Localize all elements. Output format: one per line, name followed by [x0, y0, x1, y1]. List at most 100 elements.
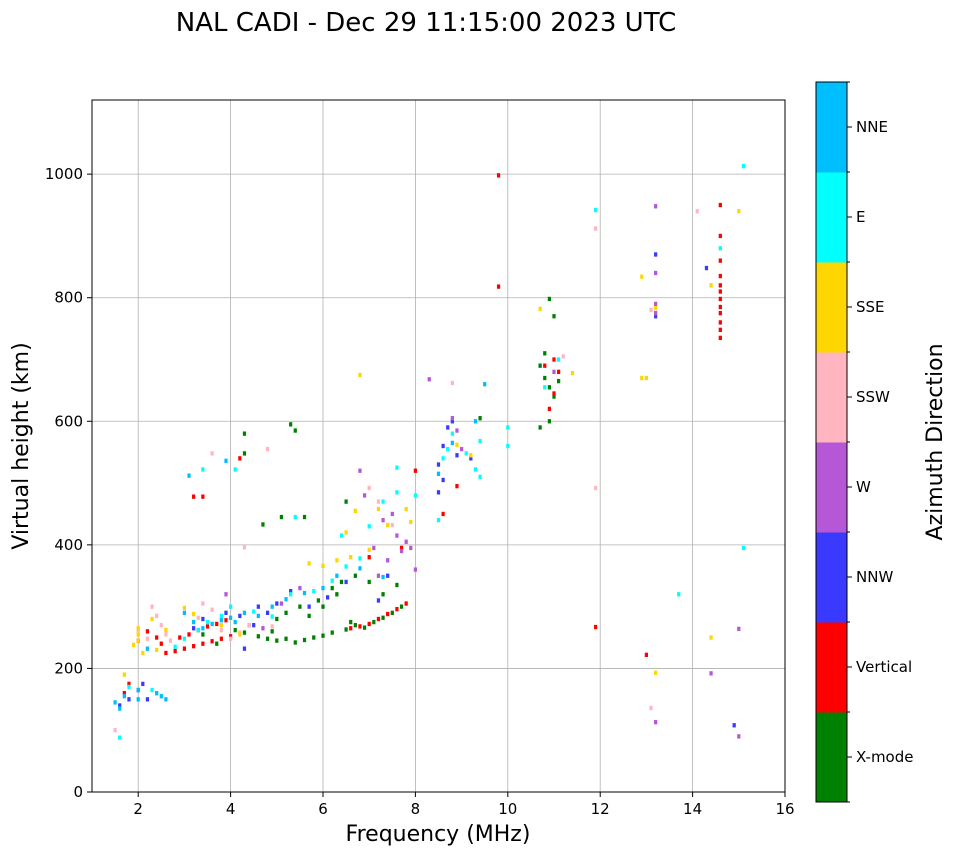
data-point-sse — [409, 519, 413, 525]
data-point-sse — [538, 306, 542, 311]
data-point-e — [330, 578, 334, 583]
data-point-w — [459, 446, 464, 452]
data-point-x-mode — [284, 636, 288, 641]
data-point-ssw — [247, 623, 251, 628]
data-point-x-mode — [381, 592, 385, 597]
data-point-ssw — [164, 632, 168, 637]
data-point-w — [654, 204, 658, 209]
colorbar-segment — [816, 442, 847, 533]
data-point-e — [201, 467, 205, 472]
data-point-w — [224, 592, 228, 597]
data-point-sse — [182, 605, 187, 611]
data-point-ssw — [145, 636, 150, 641]
data-point-nnw — [201, 616, 205, 622]
colorbar-label: Azimuth Direction — [923, 343, 948, 540]
data-point-nnw — [446, 425, 450, 430]
data-point-e — [506, 425, 510, 430]
data-point-sse — [141, 650, 145, 656]
data-point-vertical — [122, 690, 126, 696]
data-point-vertical — [182, 646, 187, 651]
data-point-vertical — [395, 606, 399, 612]
data-point-vertical — [187, 632, 191, 637]
data-point-w — [404, 539, 408, 544]
data-point-ssw — [219, 627, 223, 633]
data-point-x-mode — [312, 635, 316, 640]
data-point-x-mode — [395, 582, 399, 588]
data-point-x-mode — [344, 627, 348, 632]
data-point-nne — [136, 687, 140, 693]
y-axis-label: Virtual height (km) — [9, 342, 34, 549]
data-point-nne — [159, 694, 163, 699]
data-point-vertical — [718, 320, 722, 325]
data-point-e — [506, 443, 510, 449]
data-point-ssw — [390, 522, 394, 528]
data-point-nne — [228, 615, 233, 620]
data-point-nne — [381, 574, 385, 580]
data-point-nnw — [436, 462, 441, 467]
data-point-e — [395, 465, 399, 470]
data-point-w — [358, 468, 362, 473]
data-point-nnw — [704, 265, 709, 271]
data-point-vertical — [718, 258, 722, 263]
data-point-vertical — [593, 624, 598, 630]
y-tick-label: 1000 — [45, 165, 83, 183]
data-point-nne — [473, 419, 478, 424]
data-point-e — [413, 493, 418, 498]
data-point-nne — [164, 697, 168, 702]
data-points — [113, 163, 746, 740]
data-point-vertical — [159, 641, 163, 646]
data-point-vertical — [228, 634, 233, 639]
x-tick-label: 6 — [318, 800, 328, 818]
data-point-vertical — [552, 391, 556, 396]
data-point-w — [427, 377, 431, 382]
data-point-ssw — [210, 607, 214, 612]
data-point-e — [395, 490, 399, 495]
data-point-w — [654, 310, 658, 316]
data-point-w — [654, 270, 658, 276]
data-point-nne — [450, 440, 454, 446]
data-point-e — [196, 627, 200, 633]
x-axis-label: Frequency (MHz) — [346, 822, 531, 847]
data-point-vertical — [543, 363, 547, 368]
data-point-nne — [113, 700, 117, 705]
data-point-nne — [270, 604, 274, 609]
data-point-w — [381, 517, 385, 523]
data-point-sse — [335, 558, 339, 563]
x-axis-ticks: 2 4 6 8 10 12 14 16 — [133, 792, 795, 818]
data-point-e — [367, 524, 371, 529]
data-point-x-mode — [335, 592, 339, 597]
data-point-nne — [201, 626, 205, 631]
data-point-w — [298, 585, 302, 591]
data-point-nne — [118, 706, 122, 711]
data-point-ssw — [201, 601, 205, 606]
data-point-nne — [136, 697, 140, 702]
colorbar-segment — [816, 262, 847, 353]
data-point-ssw — [593, 485, 598, 491]
data-point-e — [358, 556, 362, 561]
data-point-x-mode — [372, 619, 376, 625]
data-point-e — [228, 604, 233, 609]
data-point-e — [127, 684, 131, 690]
colorbar-segment — [816, 712, 847, 803]
data-point-e — [741, 545, 746, 551]
data-point-w — [399, 548, 404, 554]
data-point-sse — [640, 375, 644, 381]
data-point-sse — [654, 306, 658, 311]
data-point-x-mode — [399, 604, 404, 609]
data-point-e — [344, 564, 348, 569]
data-point-w — [450, 416, 454, 421]
data-point-x-mode — [381, 615, 385, 620]
data-point-w — [737, 626, 741, 632]
data-point-e — [677, 592, 681, 597]
data-point-w — [455, 428, 459, 433]
data-point-x-mode — [289, 422, 293, 427]
data-point-vertical — [718, 304, 722, 310]
data-point-x-mode — [321, 604, 325, 609]
data-point-ssw — [168, 638, 173, 643]
data-point-e — [182, 636, 187, 641]
data-point-sse — [164, 627, 168, 633]
data-point-nnw — [256, 604, 260, 609]
data-point-e — [219, 613, 223, 619]
data-point-sse — [349, 555, 353, 560]
data-point-w — [409, 545, 413, 551]
